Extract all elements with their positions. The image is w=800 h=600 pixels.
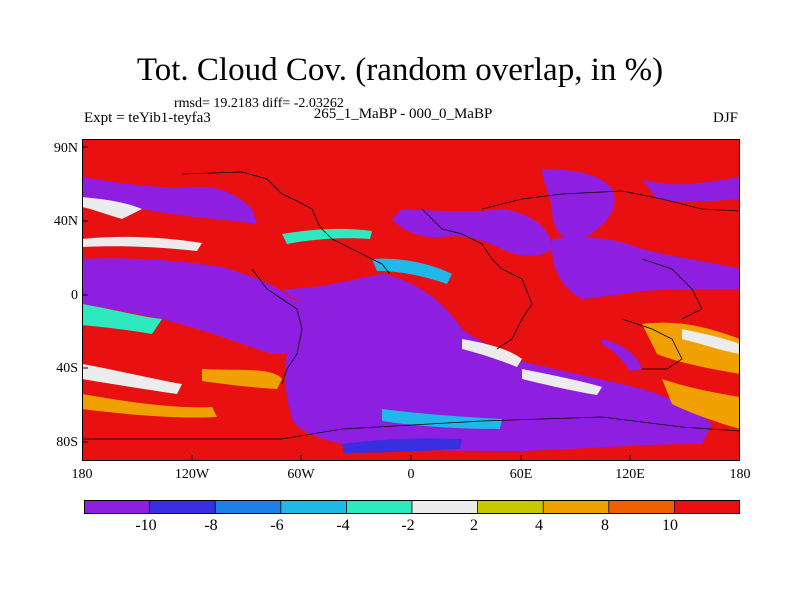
colorbar-swatch	[280, 500, 347, 514]
field-region	[82, 364, 182, 394]
coastlines	[82, 171, 740, 440]
field-region	[82, 431, 292, 450]
colorbar-swatch	[543, 500, 610, 514]
map-ticks	[82, 146, 631, 461]
colorbar-swatch	[346, 500, 413, 514]
season-label: DJF	[712, 110, 738, 126]
field-region	[642, 177, 740, 202]
field-region	[462, 339, 522, 367]
stats-label: rmsd= 19.2183 diff= -2.03262	[174, 96, 344, 111]
field-region	[82, 177, 257, 224]
colorbar-swatch	[477, 500, 544, 514]
colorbar-swatch	[412, 500, 479, 514]
lat-tick-label: 80S	[56, 435, 78, 450]
field-region	[392, 209, 552, 256]
field-region	[552, 237, 740, 299]
colorbar-swatch	[215, 500, 282, 514]
colorbar-label: -4	[336, 517, 350, 534]
colorbar-label: -10	[135, 517, 157, 534]
field-region	[202, 369, 282, 389]
lon-tick-label: 180	[729, 467, 751, 482]
colorbar-label: 10	[662, 517, 678, 534]
colorbar-swatch	[149, 500, 216, 514]
lon-tick-label: 120W	[174, 467, 210, 482]
colorbar-swatch	[84, 500, 151, 514]
colorbar-swatch	[674, 500, 740, 514]
colorbar-swatch	[608, 500, 675, 514]
field-region	[542, 169, 615, 240]
lon-tick-label: 60E	[509, 467, 533, 482]
field-region	[82, 394, 217, 418]
colorbar-label: -2	[401, 517, 415, 534]
lon-tick-label: 60W	[287, 467, 315, 482]
lon-tick-label: 0	[407, 467, 415, 482]
colorbar-label: 8	[601, 517, 609, 534]
lat-tick-label: 40S	[56, 361, 78, 376]
field-region	[82, 197, 142, 219]
colorbar-label: 2	[470, 517, 478, 534]
field-region	[662, 379, 740, 429]
field-region	[282, 228, 372, 244]
colorbar-label: -8	[204, 517, 218, 534]
colorbar-label: 4	[535, 517, 543, 534]
field-region	[82, 258, 332, 354]
experiment-label: Expt = teYib1-teyfa3	[84, 110, 211, 126]
field-region	[522, 369, 602, 395]
field-region	[282, 274, 712, 451]
field-region	[82, 236, 202, 251]
lat-tick-label: 0	[71, 288, 78, 303]
field-region	[342, 438, 462, 453]
colorbar	[84, 500, 740, 514]
field-region	[682, 329, 740, 354]
map-title: Tot. Cloud Cov. (random overlap, in %)	[136, 52, 664, 88]
lat-tick-label: 40N	[53, 214, 78, 229]
lat-tick-label: 90N	[53, 141, 78, 156]
field-region	[602, 339, 642, 371]
field-region	[82, 304, 162, 334]
colorbar-label: -6	[270, 517, 284, 534]
lon-tick-label: 180	[71, 467, 93, 482]
field-region	[372, 258, 452, 284]
field-region	[642, 322, 740, 374]
lon-tick-label: 120E	[615, 467, 645, 482]
field-region	[382, 409, 502, 429]
cloud-cover-map	[82, 139, 740, 461]
subtitle-label: 265_1_MaBP - 000_0_MaBP	[313, 106, 493, 122]
